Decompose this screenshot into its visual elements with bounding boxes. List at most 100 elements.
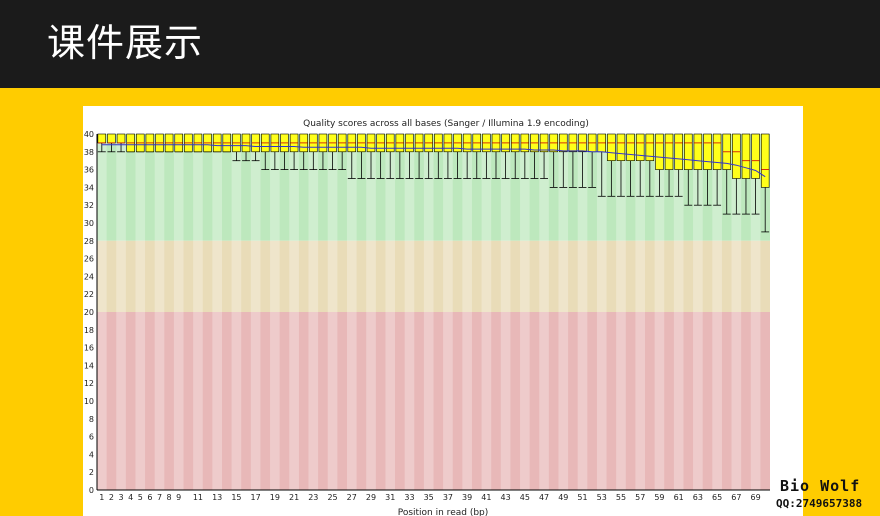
y-tick-label: 26 xyxy=(84,255,94,264)
box-pos-23 xyxy=(309,133,318,170)
stripe xyxy=(193,134,203,490)
header-bar: 课件展示 xyxy=(0,0,880,88)
y-tick-label: 16 xyxy=(84,344,94,353)
box-pos-55 xyxy=(616,133,626,197)
x-tick-label: 1 xyxy=(99,493,104,502)
chart-title: Quality scores across all bases (Sanger … xyxy=(303,119,589,129)
box xyxy=(693,133,703,170)
box xyxy=(760,133,770,188)
box-pos-6 xyxy=(145,133,155,153)
page-title: 课件展示 xyxy=(47,21,204,65)
y-tick-label: 32 xyxy=(84,201,94,210)
stripe xyxy=(712,134,722,490)
box-pos-50 xyxy=(568,133,578,188)
y-tick-label: 12 xyxy=(84,379,94,388)
box-pos-41 xyxy=(482,133,491,179)
box xyxy=(626,133,635,162)
box-pos-49 xyxy=(559,133,568,188)
box-pos-68 xyxy=(741,133,751,215)
x-axis-label: Position in read (bp) xyxy=(398,508,489,516)
y-tick-label: 8 xyxy=(89,415,94,424)
box-pos-56 xyxy=(626,133,635,197)
stripe xyxy=(596,134,607,490)
x-tick-label: 59 xyxy=(654,493,664,502)
stripe xyxy=(616,134,626,490)
box xyxy=(703,133,712,170)
stripe xyxy=(327,134,338,490)
box-pos-67 xyxy=(732,133,741,215)
y-tick-label: 40 xyxy=(84,130,94,139)
box-pos-64 xyxy=(703,133,712,206)
x-tick-label: 5 xyxy=(138,493,143,502)
stripe xyxy=(558,134,569,490)
box-pos-43 xyxy=(501,133,510,179)
box-pos-5 xyxy=(136,133,145,153)
box-pos-65 xyxy=(712,133,722,206)
box-pos-31 xyxy=(385,133,395,179)
y-tick-label: 2 xyxy=(89,468,94,477)
x-tick-label: 17 xyxy=(251,493,261,502)
box-pos-42 xyxy=(491,133,501,179)
boxplot-series xyxy=(97,133,770,233)
stripe xyxy=(500,134,511,490)
mean-line xyxy=(101,144,766,178)
x-tick-label: 9 xyxy=(176,493,181,502)
x-tick-label: 55 xyxy=(616,493,626,502)
stripe xyxy=(654,134,665,490)
box-pos-9 xyxy=(174,133,183,153)
box xyxy=(751,133,760,179)
box xyxy=(655,133,664,170)
box-pos-59 xyxy=(655,133,664,197)
box-pos-29 xyxy=(366,133,376,179)
box-pos-35 xyxy=(424,133,433,179)
stripe xyxy=(750,134,761,490)
x-tick-label: 27 xyxy=(347,493,357,502)
box-pos-33 xyxy=(405,133,414,179)
stripe xyxy=(250,134,261,490)
box-pos-46 xyxy=(530,133,539,179)
x-tick-label: 11 xyxy=(193,493,203,502)
box-pos-36 xyxy=(434,133,443,179)
x-tick-label: 4 xyxy=(128,493,133,502)
box-pos-38 xyxy=(453,133,462,179)
y-tick-label: 4 xyxy=(89,450,94,459)
box-pos-8 xyxy=(164,133,174,153)
x-tick-label: 57 xyxy=(635,493,645,502)
box-pos-10 xyxy=(184,133,193,153)
x-tick-label: 37 xyxy=(443,493,453,502)
box xyxy=(645,133,655,162)
stripe xyxy=(289,134,299,490)
box-pos-18 xyxy=(261,133,270,170)
box-pos-61 xyxy=(674,133,683,197)
y-tick-label: 30 xyxy=(84,219,94,228)
box xyxy=(712,133,722,170)
y-tick-label: 24 xyxy=(84,272,94,281)
box xyxy=(635,133,645,162)
box xyxy=(732,133,741,179)
box-pos-58 xyxy=(645,133,655,197)
box-pos-26 xyxy=(337,133,347,170)
chart-panel: 0 2 4 6 8 10 12 14 16 18 20 22 24 26 28 30 32 34 36 38 40 1 2 3… xyxy=(83,106,803,516)
stripe xyxy=(135,134,146,490)
y-tick-label: 10 xyxy=(84,397,94,406)
y-tick-label: 0 xyxy=(89,486,94,495)
stripe xyxy=(577,134,588,490)
box-pos-12 xyxy=(203,133,212,153)
box-pos-70 xyxy=(760,133,770,233)
stripe xyxy=(308,134,319,490)
x-tick-label: 29 xyxy=(366,493,376,502)
box-pos-37 xyxy=(443,133,453,179)
box-pos-60 xyxy=(664,133,674,197)
box-pos-13 xyxy=(212,133,222,153)
zone-warning xyxy=(97,240,770,312)
x-tick-label: 6 xyxy=(147,493,152,502)
x-tick-label: 25 xyxy=(327,493,337,502)
x-tick-label: 39 xyxy=(462,493,472,502)
box xyxy=(97,133,107,144)
box xyxy=(607,133,616,162)
x-tick-label: 43 xyxy=(501,493,511,502)
x-tick-label: 8 xyxy=(167,493,172,502)
x-tick-label: 13 xyxy=(212,493,222,502)
box-pos-66 xyxy=(722,133,731,215)
x-tick-label: 41 xyxy=(481,493,491,502)
